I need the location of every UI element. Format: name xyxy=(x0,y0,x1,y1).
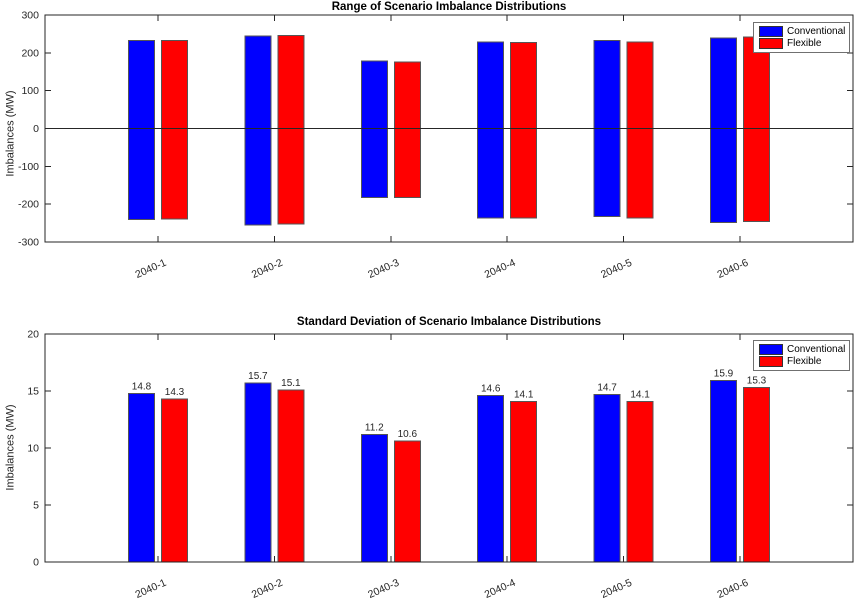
x-tick-label: 2040-5 xyxy=(599,577,634,598)
bar-conventional-2040-4 xyxy=(477,41,505,219)
bar-flexible-2040-5 xyxy=(626,400,654,563)
legend-row-conventional: Conventional xyxy=(759,26,845,37)
legend-row-conventional: Conventional xyxy=(759,344,845,355)
legend-label-conventional: Conventional xyxy=(787,26,846,37)
x-tick-label: 2040-5 xyxy=(599,257,634,281)
bar-value-label: 15.1 xyxy=(281,378,301,389)
y-tick-label: 20 xyxy=(27,329,39,341)
legend-row-flexible: Flexible xyxy=(759,38,845,49)
bar-conventional-2040-2 xyxy=(244,35,272,226)
legend-label-flexible: Flexible xyxy=(787,356,822,367)
bar-flexible-2040-4 xyxy=(510,400,538,563)
bar-value-label: 14.6 xyxy=(481,384,501,395)
bar-conventional-2040-6 xyxy=(710,380,737,563)
conventional-swatch-icon xyxy=(759,344,783,355)
bar-conventional-2040-1 xyxy=(128,392,155,563)
bar-conventional-2040-3 xyxy=(360,433,388,563)
legend-label-conventional: Conventional xyxy=(787,344,846,355)
y-tick-label: 300 xyxy=(21,10,39,22)
flexible-swatch-icon xyxy=(759,38,783,49)
bar-flexible-2040-4 xyxy=(510,42,538,219)
bar-flexible-2040-1 xyxy=(161,39,188,220)
bar-value-label: 15.9 xyxy=(714,369,734,380)
bar-conventional-2040-1 xyxy=(128,39,155,220)
bottom-chart-legend: Conventional Flexible xyxy=(753,340,850,371)
bar-value-label: 14.3 xyxy=(165,387,185,398)
bar-value-label: 14.1 xyxy=(514,389,534,400)
x-tick-label: 2040-6 xyxy=(715,257,750,281)
y-tick-label: -300 xyxy=(18,237,39,249)
x-tick-label: 2040-1 xyxy=(133,577,168,598)
bar-value-label: 15.3 xyxy=(747,376,767,387)
bar-value-label: 15.7 xyxy=(248,371,268,382)
bar-flexible-2040-2 xyxy=(277,389,305,563)
bar-value-label: 10.6 xyxy=(398,429,418,440)
bar-conventional-2040-4 xyxy=(477,395,505,563)
y-tick-label: -100 xyxy=(18,161,39,173)
y-tick-label: 0 xyxy=(33,123,39,135)
bar-flexible-2040-5 xyxy=(626,41,654,219)
bar-value-label: 14.1 xyxy=(630,389,650,400)
top-chart-title: Range of Scenario Imbalance Distribution… xyxy=(331,1,567,13)
x-tick-label: 2040-3 xyxy=(366,577,401,598)
x-tick-label: 2040-4 xyxy=(483,257,518,281)
bar-conventional-2040-2 xyxy=(244,382,272,563)
x-tick-label: 2040-2 xyxy=(250,577,285,598)
y-tick-label: -200 xyxy=(18,199,39,211)
y-tick-label: 5 xyxy=(33,500,39,512)
x-tick-label: 2040-6 xyxy=(715,577,750,598)
top-chart-ylabel: Imbalances (MW) xyxy=(4,90,17,177)
bottom-chart-ylabel: Imbalances (MW) xyxy=(4,404,17,491)
bar-flexible-2040-3 xyxy=(393,440,421,563)
x-tick-label: 2040-4 xyxy=(483,577,518,598)
bar-flexible-2040-6 xyxy=(743,36,770,223)
bar-flexible-2040-2 xyxy=(277,34,305,225)
bar-value-label: 14.7 xyxy=(597,382,617,393)
x-tick-label: 2040-1 xyxy=(133,257,168,281)
conventional-swatch-icon xyxy=(759,26,783,37)
flexible-swatch-icon xyxy=(759,356,783,367)
x-tick-label: 2040-2 xyxy=(250,257,285,281)
x-tick-label: 2040-3 xyxy=(366,257,401,281)
y-tick-label: 200 xyxy=(21,47,39,59)
legend-label-flexible: Flexible xyxy=(787,38,822,49)
y-tick-label: 15 xyxy=(27,386,39,398)
bottom-chart-title: Standard Deviation of Scenario Imbalance… xyxy=(296,316,602,328)
legend-row-flexible: Flexible xyxy=(759,356,845,367)
y-tick-label: 0 xyxy=(33,557,39,569)
bar-value-label: 11.2 xyxy=(365,422,384,433)
bar-flexible-2040-1 xyxy=(161,398,188,563)
bar-conventional-2040-5 xyxy=(593,393,621,563)
y-tick-label: 10 xyxy=(27,443,39,455)
top-chart-legend: Conventional Flexible xyxy=(753,22,850,53)
bar-flexible-2040-6 xyxy=(743,387,770,563)
bar-flexible-2040-3 xyxy=(393,61,421,198)
bar-value-label: 14.8 xyxy=(132,381,152,392)
bar-conventional-2040-6 xyxy=(710,37,737,223)
y-tick-label: 100 xyxy=(21,85,39,97)
bar-conventional-2040-3 xyxy=(360,60,388,199)
